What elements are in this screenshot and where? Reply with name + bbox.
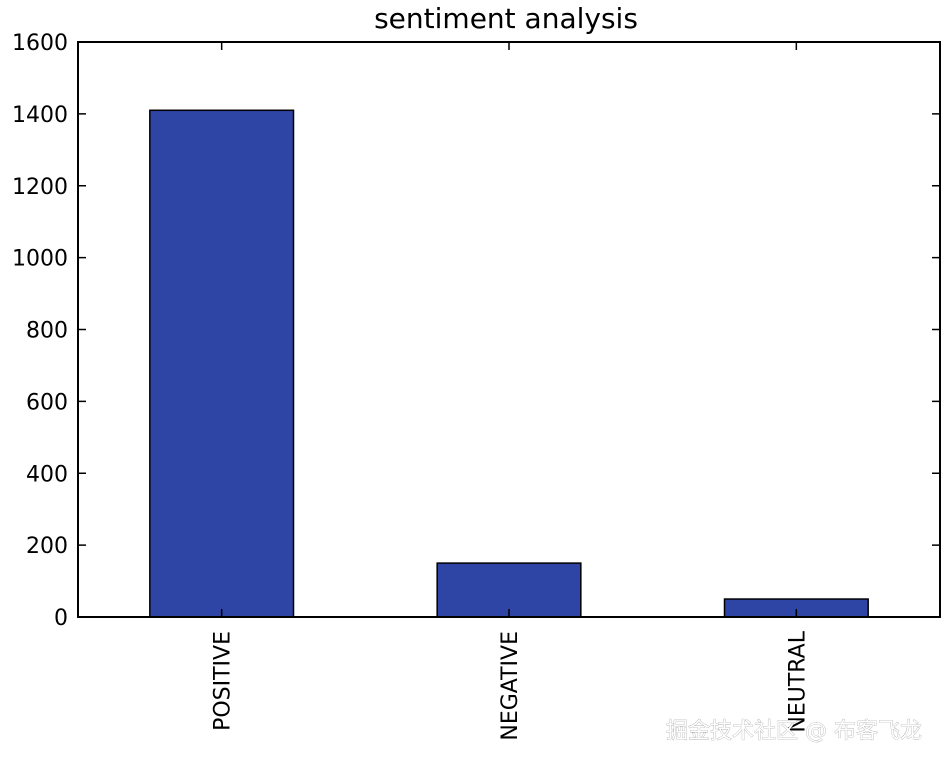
chart-title: sentiment analysis xyxy=(374,2,638,35)
x-tick-label: POSITIVE xyxy=(211,631,236,731)
x-axis: POSITIVE NEGATIVE NEUTRAL xyxy=(211,42,810,741)
x-tick-label: NEUTRAL xyxy=(785,630,810,732)
y-tick-label: 400 xyxy=(26,462,68,487)
bar-positive xyxy=(149,109,295,618)
y-tick-label: 1000 xyxy=(12,247,68,272)
y-tick-label: 0 xyxy=(54,606,68,631)
y-tick-label: 1600 xyxy=(12,31,68,56)
y-tick-label: 200 xyxy=(26,534,68,559)
watermark: 掘金技术社区 @ 布客飞龙 xyxy=(666,719,922,744)
y-tick-label: 800 xyxy=(26,319,68,344)
y-tick-label: 1200 xyxy=(12,175,68,200)
bars-group xyxy=(149,109,869,618)
y-axis: 0 200 400 600 800 1000 1200 1400 1600 xyxy=(12,31,940,631)
x-tick-label: NEGATIVE xyxy=(498,631,523,741)
y-tick-label: 600 xyxy=(26,390,68,415)
y-tick-label: 1400 xyxy=(12,103,68,128)
bar-negative xyxy=(436,562,582,618)
